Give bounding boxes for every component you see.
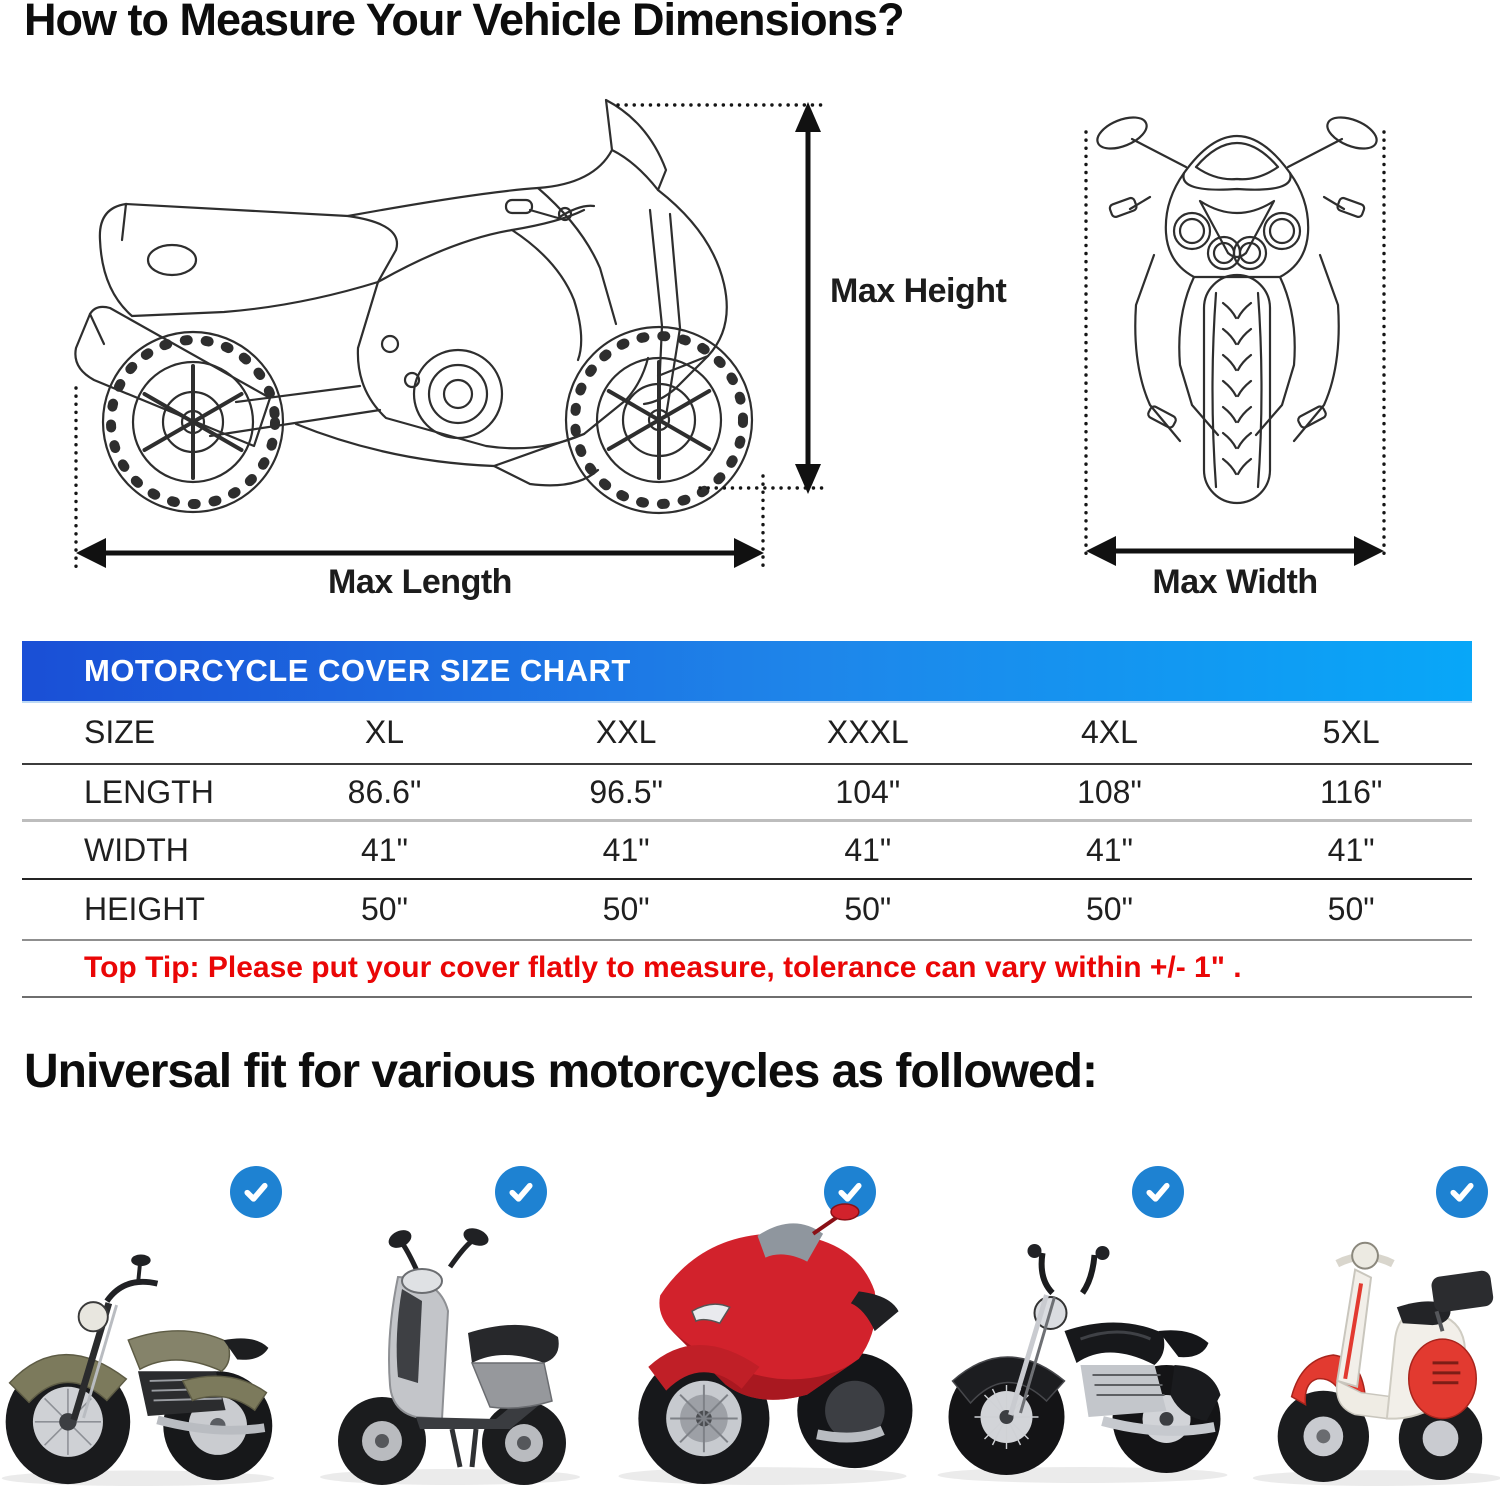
- size-chart-title: MOTORCYCLE COVER SIZE CHART: [84, 653, 631, 688]
- row-label: LENGTH: [22, 764, 264, 822]
- size-value-cell: 41": [263, 820, 506, 880]
- table-row-width: WIDTH 41" 41" 41" 41" 41": [22, 820, 1472, 880]
- size-value-cell: 116": [1230, 764, 1472, 822]
- column-header: SIZE: [22, 701, 264, 765]
- size-chart-tip-row: Top Tip: Please put your cover flatly to…: [22, 939, 1472, 998]
- size-chart-table: SIZE XL XXL XXXL 4XL 5XL LENGTH 86.6" 96…: [22, 701, 1472, 941]
- motorcycle-side-view-drawing: [74, 98, 754, 515]
- column-header: XXXL: [746, 701, 989, 765]
- size-value-cell: 41": [746, 820, 989, 880]
- fit-section-title: Universal fit for various motorcycles as…: [24, 1045, 1098, 1098]
- size-value-cell: 50": [746, 879, 989, 941]
- size-value-cell: 50": [263, 879, 506, 941]
- max-length-label: Max Length: [328, 563, 512, 601]
- size-value-cell: 50": [1230, 879, 1472, 941]
- column-header: XL: [263, 701, 506, 765]
- check-icon: [1132, 1166, 1184, 1218]
- size-value-cell: 50": [988, 879, 1231, 941]
- row-label: WIDTH: [22, 820, 264, 880]
- column-header: 5XL: [1230, 701, 1472, 765]
- size-value-cell: 41": [1230, 820, 1472, 880]
- check-icon: [1436, 1166, 1488, 1218]
- page-title: How to Measure Your Vehicle Dimensions?: [24, 0, 905, 45]
- size-value-cell: 86.6": [263, 764, 506, 822]
- check-icon: [495, 1166, 547, 1218]
- max-width-label: Max Width: [1152, 563, 1318, 601]
- size-value-cell: 41": [988, 820, 1231, 880]
- max-height-label: Max Height: [830, 272, 1007, 310]
- size-chart-tip: Top Tip: Please put your cover flatly to…: [84, 951, 1242, 984]
- size-value-cell: 104": [746, 764, 989, 822]
- vehicle-photo-vintage-scooter: [1237, 1212, 1500, 1488]
- table-row-height: HEIGHT 50" 50" 50" 50" 50": [22, 879, 1472, 941]
- vehicle-photo-sport-bike: [605, 1200, 920, 1488]
- column-header: 4XL: [988, 701, 1231, 765]
- check-icon: [230, 1166, 282, 1218]
- vehicle-photo-classic-cruiser: [920, 1235, 1235, 1485]
- table-row-length: LENGTH 86.6" 96.5" 104" 108" 116": [22, 764, 1472, 822]
- row-label: HEIGHT: [22, 879, 264, 941]
- column-header: XXL: [505, 701, 747, 765]
- vehicle-photo-cruiser: [0, 1235, 288, 1488]
- motorcycle-front-view-drawing: [1096, 116, 1378, 505]
- size-value-cell: 50": [505, 879, 747, 941]
- vehicle-photo-scooter: [300, 1215, 600, 1487]
- dimension-arrows-overlay: [74, 102, 1386, 574]
- size-chart-header-bar: MOTORCYCLE COVER SIZE CHART: [22, 641, 1472, 703]
- size-value-cell: 96.5": [505, 764, 747, 822]
- table-row-size: SIZE XL XXL XXXL 4XL 5XL: [22, 701, 1472, 765]
- size-value-cell: 108": [988, 764, 1231, 822]
- size-value-cell: 41": [505, 820, 747, 880]
